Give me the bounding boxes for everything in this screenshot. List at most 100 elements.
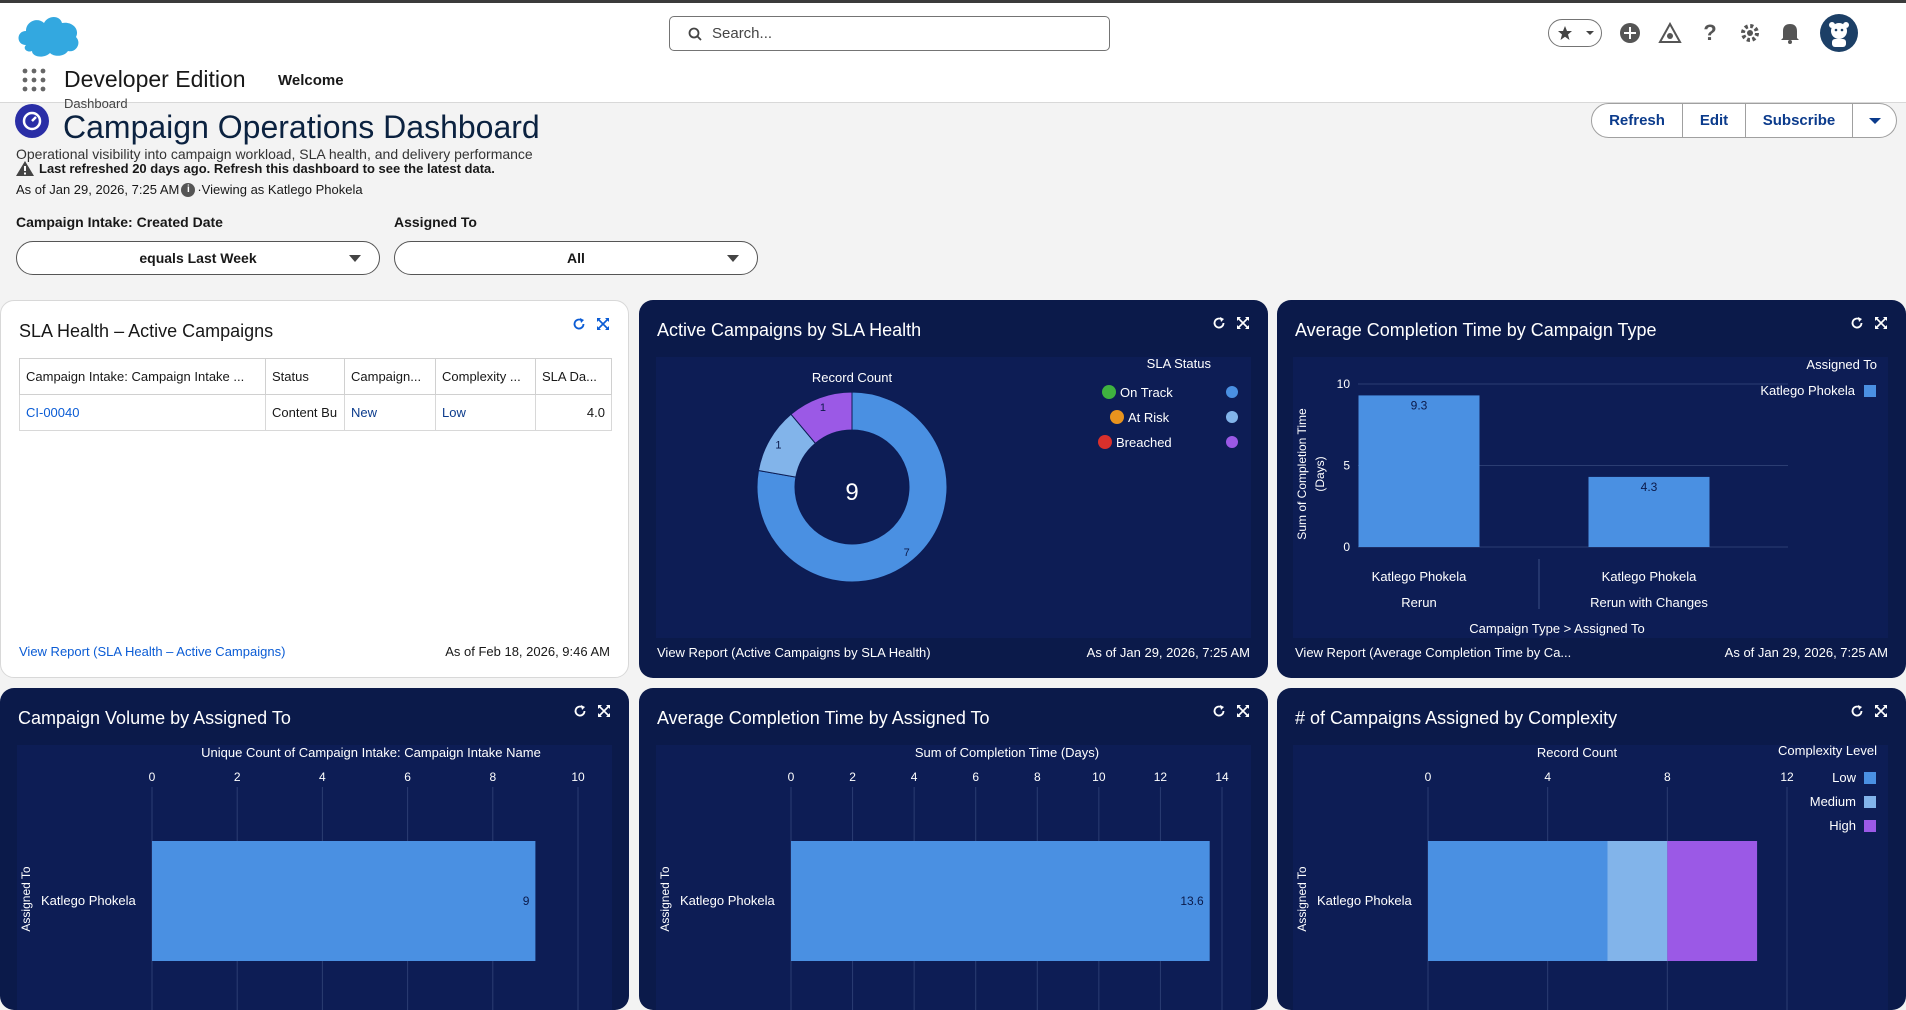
favorites-button[interactable] xyxy=(1548,19,1602,47)
global-search-input[interactable]: Search... xyxy=(669,16,1110,51)
bar[interactable] xyxy=(1358,395,1480,547)
widget-sla-health-table: SLA Health – Active Campaigns Campaign I… xyxy=(0,300,629,678)
bar-segment[interactable] xyxy=(1607,841,1668,961)
y-tick-label: 0 xyxy=(1343,540,1350,554)
chart-area: Sum of Completion Time (Days) Assigned T… xyxy=(656,745,1251,1010)
bar[interactable] xyxy=(791,841,1210,961)
donut-slice[interactable] xyxy=(756,391,948,583)
salesforce-logo[interactable] xyxy=(14,9,82,57)
bar-data-label: 4.3 xyxy=(1641,480,1658,494)
expand-icon[interactable] xyxy=(1236,704,1250,718)
record-link[interactable]: CI-00040 xyxy=(19,394,266,431)
legend-item[interactable]: Breached xyxy=(1098,435,1238,450)
bar-segment[interactable] xyxy=(1667,841,1758,961)
legend-title: Assigned To xyxy=(1806,357,1877,372)
legend-item[interactable]: High xyxy=(1829,818,1876,833)
help-icon[interactable]: ? xyxy=(1703,20,1717,45)
y-axis-label-unit: (Days) xyxy=(1313,456,1327,491)
slice-data-label: 7 xyxy=(904,547,910,559)
chevron-down-icon xyxy=(349,255,361,262)
status-dot-orange-icon xyxy=(1110,410,1124,424)
legend-item[interactable]: Katlego Phokela xyxy=(1760,383,1876,398)
view-report-link[interactable]: View Report (SLA Health – Active Campaig… xyxy=(19,644,286,659)
x-tick-label: 10 xyxy=(1092,770,1106,784)
y-axis-label: Assigned To xyxy=(658,866,672,931)
filter-created-date-value: equals Last Week xyxy=(139,250,257,266)
chevron-down-icon[interactable] xyxy=(1585,28,1595,38)
refresh-button[interactable]: Refresh xyxy=(1591,103,1683,138)
refresh-icon[interactable] xyxy=(573,704,587,718)
dashboard-icon xyxy=(15,104,49,138)
expand-icon[interactable] xyxy=(1236,316,1250,330)
refresh-icon[interactable] xyxy=(1850,704,1864,718)
refresh-warning: Last refreshed 20 days ago. Refresh this… xyxy=(16,161,495,176)
status-dot-red-icon xyxy=(1098,435,1112,449)
chart-area: 0 5 10 9.3 Katlego Phokela 4.3 Katlego Phokel… xyxy=(1293,357,1888,638)
trailhead-icon[interactable] xyxy=(1658,21,1682,45)
column-header-complexity[interactable]: Complexity ... xyxy=(435,358,536,395)
dashboard-actions: Refresh Edit Subscribe xyxy=(1591,103,1897,138)
subscribe-button[interactable]: Subscribe xyxy=(1746,103,1853,138)
legend-item[interactable]: Low xyxy=(1832,770,1876,785)
legend-label: High xyxy=(1829,818,1856,833)
y-axis-label: Assigned To xyxy=(1295,866,1309,931)
edit-button[interactable]: Edit xyxy=(1683,103,1746,138)
widget-avg-completion-by-type: Average Completion Time by Campaign Type… xyxy=(1277,300,1906,678)
more-actions-button[interactable] xyxy=(1853,103,1897,138)
expand-icon[interactable] xyxy=(1874,704,1888,718)
as-of-timestamp: As of Jan 29, 2026, 7:25 AM xyxy=(1086,645,1250,660)
x-tick-label: 6 xyxy=(972,770,979,784)
widget-avg-completion-by-assigned: Average Completion Time by Assigned To S… xyxy=(639,688,1268,1010)
refresh-icon[interactable] xyxy=(1212,316,1226,330)
bar[interactable] xyxy=(152,841,536,961)
refresh-icon[interactable] xyxy=(572,317,586,331)
bar-segment[interactable] xyxy=(1428,841,1608,961)
x-tick-label: 4 xyxy=(1544,770,1551,784)
chart-area: Record Count 7 1 1 9 SLA Status On Track A… xyxy=(656,356,1251,638)
legend-swatch xyxy=(1226,386,1238,398)
as-of-timestamp: As of Feb 18, 2026, 9:46 AM xyxy=(445,644,610,659)
donut-slice[interactable] xyxy=(790,391,853,445)
x-tick-label: 0 xyxy=(149,770,156,784)
view-report-link[interactable]: View Report (Active Campaigns by SLA Hea… xyxy=(657,645,931,660)
add-icon[interactable] xyxy=(1618,21,1642,45)
setup-gear-icon[interactable] xyxy=(1738,21,1762,45)
legend-item[interactable]: On Track xyxy=(1102,385,1238,400)
filter-created-date-select[interactable]: equals Last Week xyxy=(16,241,380,275)
horizontal-bar-chart: Unique Count of Campaign Intake: Campaig… xyxy=(19,745,585,1010)
tab-welcome[interactable]: Welcome xyxy=(278,72,344,89)
refresh-icon[interactable] xyxy=(1850,316,1864,330)
report-table: Campaign Intake: Campaign Intake ... Sta… xyxy=(19,358,612,431)
legend-title: Complexity Level xyxy=(1778,745,1877,758)
info-icon[interactable]: i xyxy=(181,182,196,197)
expand-icon[interactable] xyxy=(1874,316,1888,330)
view-report-link[interactable]: View Report (Average Completion Time by … xyxy=(1295,645,1572,660)
widget-title: Average Completion Time by Assigned To xyxy=(657,708,990,728)
column-header-campaign[interactable]: Campaign... xyxy=(344,358,436,395)
legend-item[interactable]: At Risk xyxy=(1110,410,1238,425)
column-header-intake-name[interactable]: Campaign Intake: Campaign Intake ... xyxy=(19,358,266,395)
filter-assigned-to-select[interactable]: All xyxy=(394,241,758,275)
table-row: CI-00040 Content Bu New Low 4.0 xyxy=(19,394,612,431)
widget-title: # of Campaigns Assigned by Complexity xyxy=(1295,708,1618,728)
vertical-bar-chart: 0 5 10 9.3 Katlego Phokela 4.3 Katlego Phokel… xyxy=(1295,357,1877,636)
chart-area: Record Count Assigned To Complexity Leve… xyxy=(1293,743,1888,1010)
as-of-text: As of Jan 29, 2026, 7:25 AM xyxy=(16,182,180,197)
chart-metric-label: Sum of Completion Time (Days) xyxy=(915,745,1099,760)
chevron-down-icon xyxy=(1868,117,1881,124)
notifications-bell-icon[interactable] xyxy=(1778,21,1802,45)
column-header-sla-days[interactable]: SLA Da... xyxy=(535,358,612,395)
x-tick-label: 4 xyxy=(319,770,326,784)
legend-item[interactable]: Medium xyxy=(1810,794,1876,809)
favorites-star-icon xyxy=(1558,26,1572,40)
app-launcher-icon[interactable] xyxy=(22,68,46,92)
expand-icon[interactable] xyxy=(596,317,610,331)
legend-label: Katlego Phokela xyxy=(1760,383,1855,398)
expand-icon[interactable] xyxy=(597,704,611,718)
bar[interactable] xyxy=(1588,476,1710,547)
table-cell: New xyxy=(344,394,436,431)
refresh-icon[interactable] xyxy=(1212,704,1226,718)
user-avatar[interactable] xyxy=(1820,14,1858,52)
x-axis-label: Campaign Type > Assigned To xyxy=(1469,621,1645,636)
column-header-status[interactable]: Status xyxy=(265,358,345,395)
